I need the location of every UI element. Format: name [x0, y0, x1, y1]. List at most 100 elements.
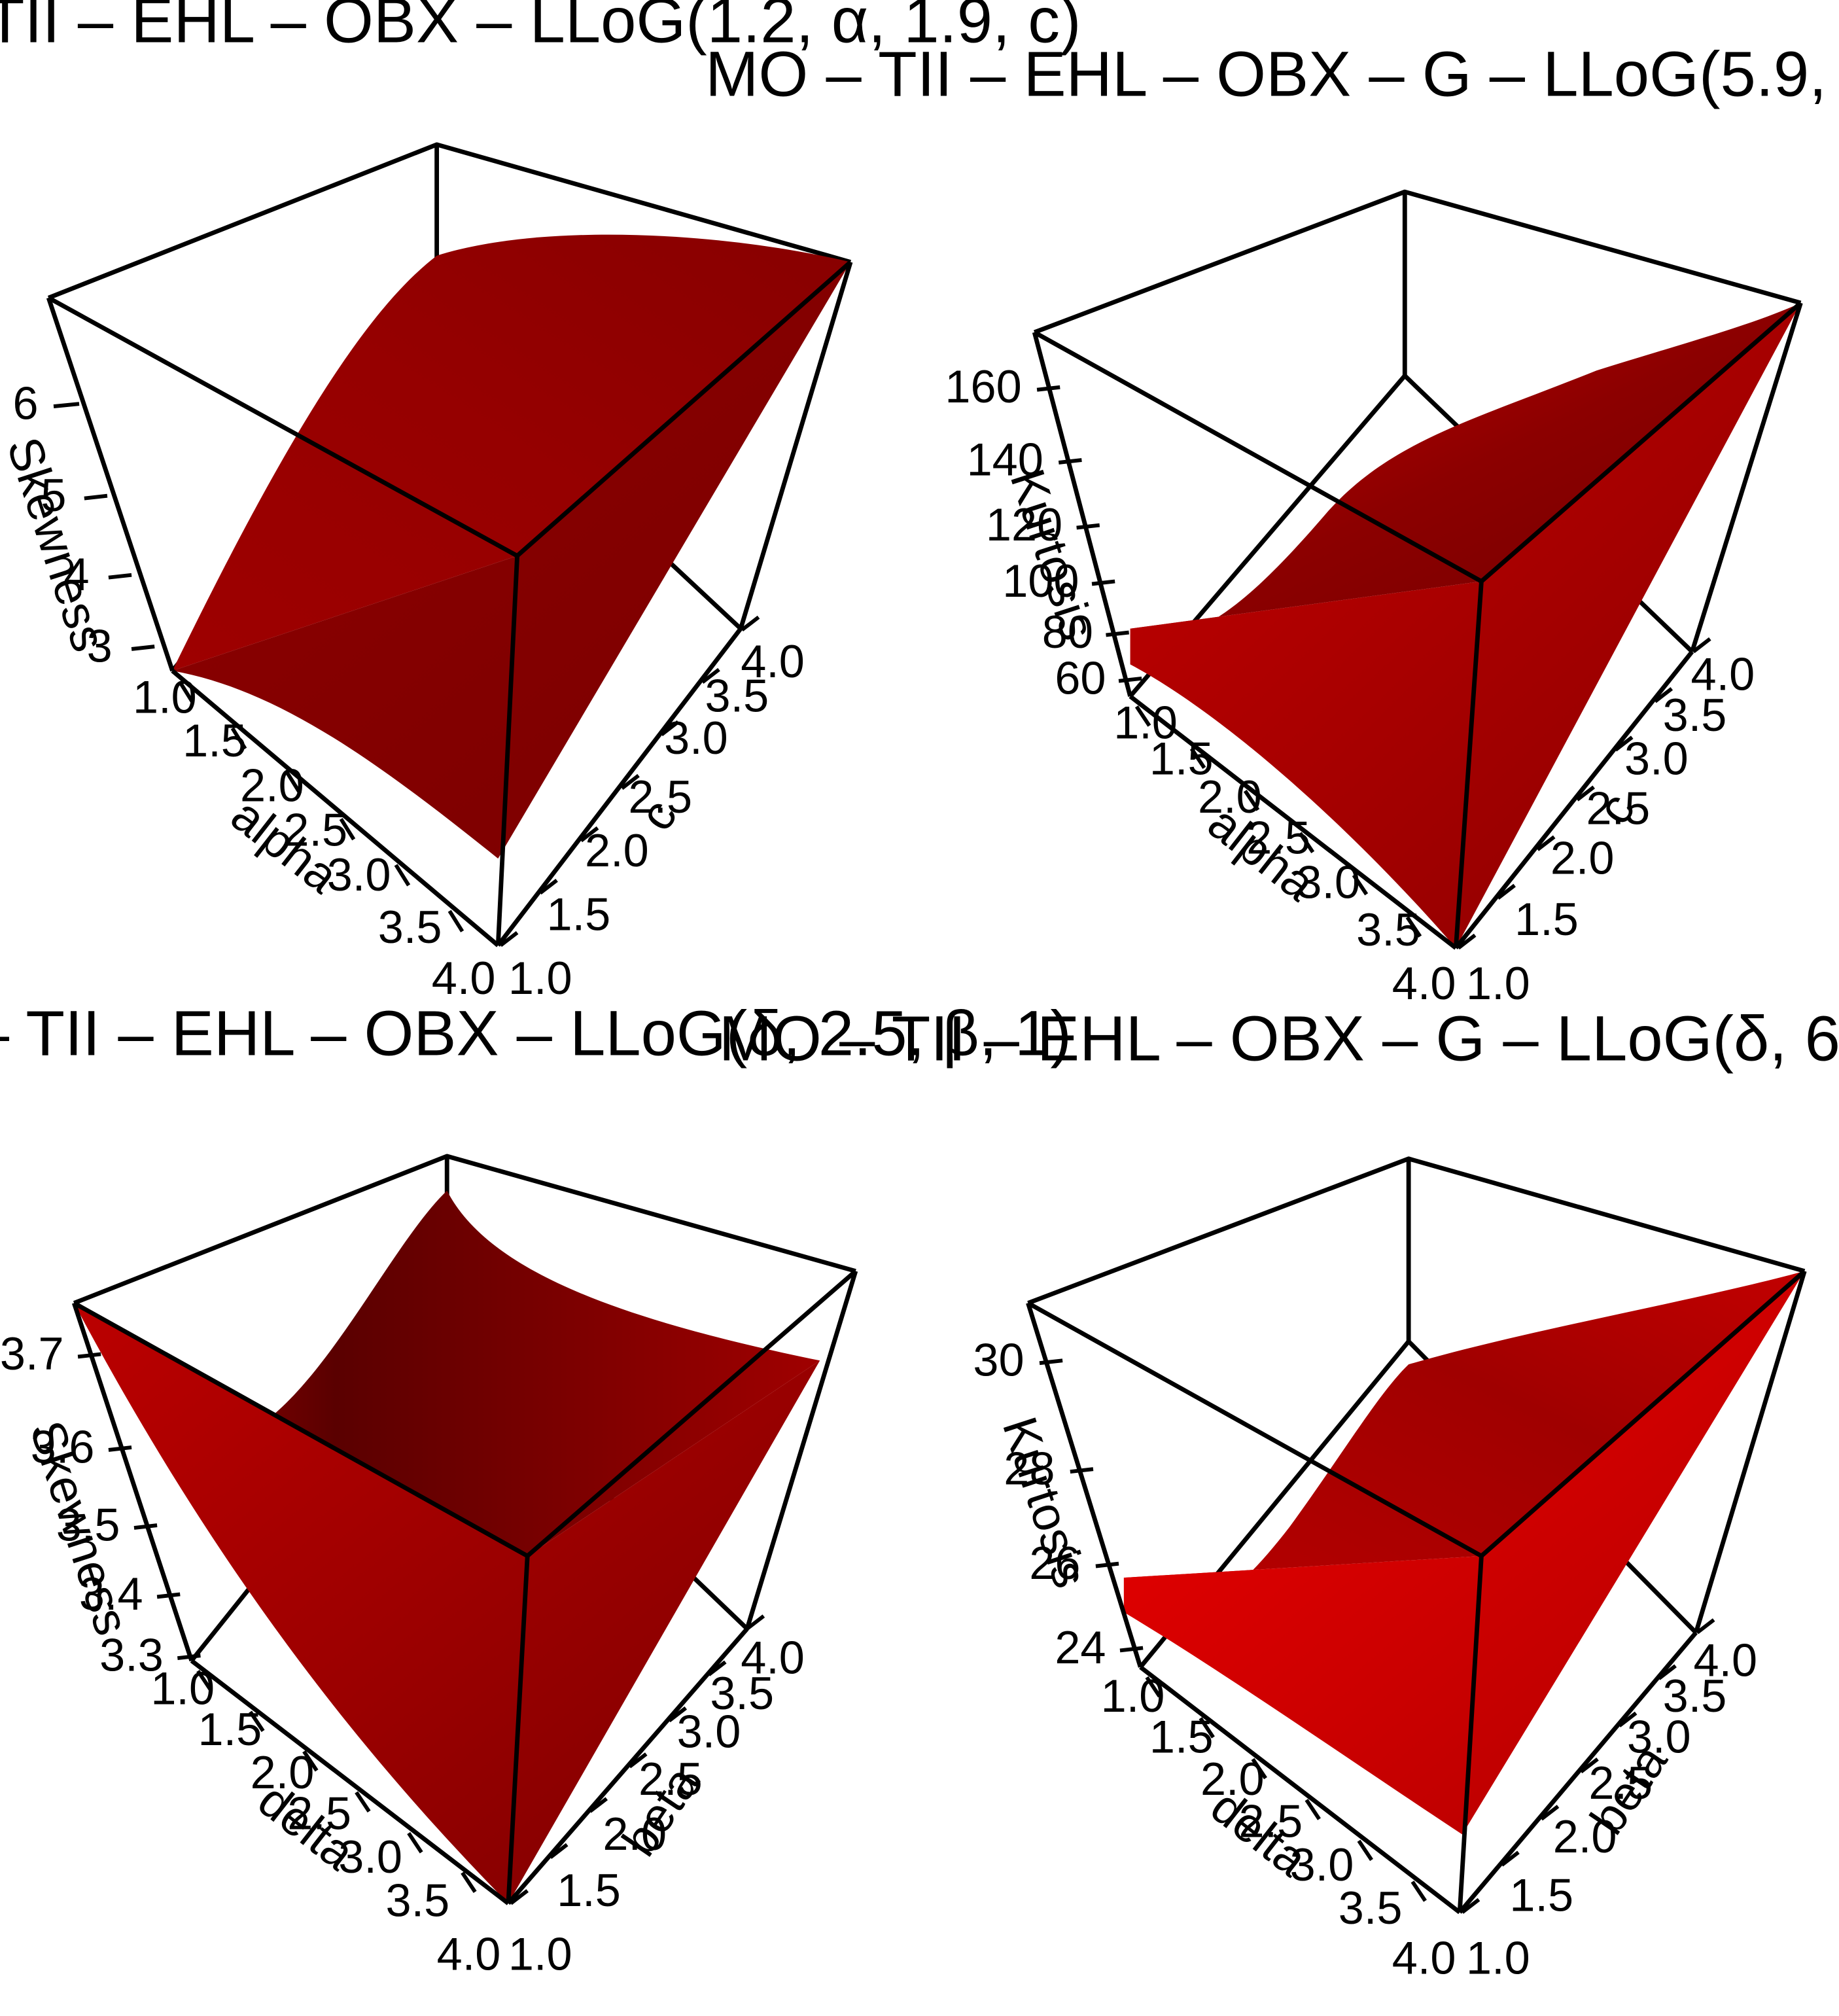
panel-1-z-label: Skewness [0, 431, 116, 658]
panel-1-y-tick: 3.0 [664, 712, 728, 764]
panel-1-y-tick: 3.5 [705, 670, 769, 722]
panel-2-y-axis: 1.0 1.5 2.0 2.5 3.0 3.5 4.0 c [1457, 637, 1755, 1009]
panel-4-y-tick: 3.0 [1627, 1711, 1691, 1763]
panel-4-x-tick: 3.0 [1290, 1839, 1354, 1890]
panel-3-z-tick: 3.3 [99, 1629, 164, 1681]
panel-3-y-axis: 1.0 1.5 2.0 2.5 3.0 3.5 4.0 beta [508, 1614, 805, 1979]
panel-4-y-tick: 2.0 [1553, 1811, 1617, 1862]
panel-2-x-tick: 3.0 [1296, 857, 1360, 908]
panel-1-z-tick: 5 [41, 469, 66, 521]
panel-4-y-tick: 2.5 [1588, 1757, 1653, 1809]
panel-2-y-tick: 3.0 [1624, 732, 1689, 784]
panel-4-y-axis: 1.0 1.5 2.0 2.5 3.0 3.5 4.0 beta [1461, 1618, 1757, 1983]
panel-2-surface-front [1130, 302, 1801, 948]
panel-2-y-tick: 3.5 [1663, 689, 1727, 741]
panel-4-y-tick: 1.5 [1509, 1869, 1573, 1921]
panel-3-z-tick: 3.4 [79, 1568, 143, 1619]
panel-2-z-tick: 140 [967, 433, 1043, 485]
panel-4: MO – TII – EHL – OBX – G – LLoG(δ, 6.5, … [719, 1003, 1839, 1984]
panel-1-x-tick: 1.0 [133, 671, 197, 723]
panel-1-y-tick: 2.0 [585, 824, 649, 876]
panel-4-z-tick: 30 [973, 1334, 1024, 1386]
panel-1-z-tick: 6 [12, 378, 38, 429]
panel-2-y-tick: 4.0 [1691, 648, 1755, 699]
panel-3-surface-front [74, 1303, 820, 1903]
panel-2-x-tick: 2.0 [1198, 771, 1262, 822]
panel-4-x-tick: 3.5 [1339, 1882, 1403, 1934]
panel-2-y-tick: 2.5 [1586, 782, 1650, 834]
panel-4-x-axis: 1.0 1.5 2.0 2.5 3.0 3.5 4.0 delta [1101, 1670, 1456, 1983]
panel-1-y-tick: 4.0 [741, 635, 805, 687]
panel-1-surface [172, 234, 851, 671]
panel-4-x-tick: 1.5 [1149, 1711, 1214, 1763]
panel-3-x-tick: 4.0 [437, 1928, 501, 1979]
panel-4-x-tick: 1.0 [1101, 1670, 1165, 1722]
panel-1-x-tick: 4.0 [432, 952, 496, 1004]
panel-4-y-tick: 3.5 [1663, 1670, 1727, 1722]
panel-3-title: MO – TII – EHL – OBX – LLoG(δ, 2.5, β, 1… [0, 998, 1072, 1069]
panel-3-x-tick: 1.5 [198, 1703, 262, 1755]
panel-3-x-tick: 1.0 [150, 1662, 215, 1714]
panel-3-x-tick: 2.5 [287, 1788, 351, 1839]
panel-1-x-tick: 3.5 [378, 901, 442, 953]
panel-1-x-tick: 2.0 [240, 759, 304, 811]
panel-3-y-tick: 1.5 [557, 1864, 621, 1916]
panel-4-y-tick: 4.0 [1693, 1634, 1757, 1686]
panel-3-z-tick: 3.5 [56, 1499, 120, 1551]
panel-4-z-label: Kurtosis [992, 1411, 1098, 1594]
panel-2-z-tick: 120 [986, 499, 1062, 550]
panel-4-z-tick: 26 [1029, 1537, 1080, 1589]
panel-4-z-tick: 28 [1004, 1443, 1055, 1494]
panel-4-surface-front [1123, 1271, 1805, 1835]
panel-2-z-tick: 100 [1002, 555, 1079, 607]
panel-2-x-tick: 1.5 [1149, 732, 1214, 784]
panel-2-y-tick: 2.0 [1550, 832, 1615, 884]
panel-3-y-tick: 4.0 [741, 1632, 805, 1684]
panel-3-x-tick: 3.5 [386, 1874, 450, 1926]
panel-4-surface [1123, 1271, 1805, 1612]
panel-3-y-tick: 2.0 [603, 1808, 667, 1860]
panel-2-z-axis: 160 140 120 100 80 60 Kurtosis [945, 361, 1142, 703]
panel-3-y-tick: 1.0 [508, 1928, 572, 1979]
panel-3-x-tick: 3.0 [338, 1831, 402, 1883]
panel-2-x-tick: 3.5 [1356, 904, 1420, 955]
panel-1-title: MO – TII – EHL – OBX – LLoG(1.2, α, 1.9,… [0, 0, 1081, 56]
panel-2-z-tick: 160 [945, 361, 1021, 412]
panel-4-x-tick: 2.5 [1239, 1795, 1303, 1847]
panel-2-title: MO – TII – EHL – OBX – G – LLoG(5.9, α, … [705, 39, 1839, 110]
panel-4-z-tick: 24 [1055, 1621, 1106, 1673]
panel-3-x-tick: 2.0 [251, 1746, 315, 1798]
panel-4-x-tick: 2.0 [1200, 1753, 1265, 1805]
panel-4-y-tick: 1.0 [1466, 1932, 1530, 1983]
panel-2-y-tick: 1.5 [1515, 893, 1579, 945]
panel-3-z-tick: 3.7 [0, 1328, 64, 1379]
panel-1-y-tick: 2.5 [628, 771, 692, 822]
panel-2-y-tick: 1.0 [1466, 957, 1530, 1009]
panel-1-surface-front [172, 262, 851, 859]
panel-2-x-tick: 4.0 [1392, 957, 1456, 1009]
panel-2-z-tick: 80 [1042, 606, 1093, 658]
panel-4-x-tick: 4.0 [1392, 1932, 1456, 1983]
panel-3: MO – TII – EHL – OBX – LLoG(δ, 2.5, β, 1… [0, 998, 1072, 1980]
panel-3-y-tick: 2.5 [639, 1753, 703, 1805]
panel-3-z-tick: 3.6 [31, 1421, 95, 1472]
panel-4-z-axis: 30 28 26 24 Kurtosis [973, 1334, 1144, 1673]
panel-2: MO – TII – EHL – OBX – G – LLoG(5.9, α, … [705, 39, 1839, 1009]
panel-1-z-tick: 4 [64, 548, 90, 600]
panel-3-box-front [71, 1269, 858, 1905]
panel-3-y-tick: 3.5 [710, 1667, 774, 1719]
panel-1-x-tick: 3.0 [327, 849, 391, 900]
panel-1-y-axis: 1.0 1.5 2.0 2.5 3.0 3.5 4.0 c [499, 615, 805, 1004]
panel-2-x-tick: 1.0 [1113, 697, 1178, 749]
panel-3-y-tick: 3.0 [677, 1706, 741, 1758]
panel-1-y-tick: 1.5 [546, 888, 610, 940]
panel-1-x-tick: 1.5 [183, 715, 247, 766]
panel-1-box-front [46, 260, 853, 947]
panel-1-z-axis: 6 5 4 3 Skewness [0, 378, 155, 671]
panel-2-surface [1130, 302, 1801, 637]
panel-1-x-tick: 2.5 [283, 804, 347, 856]
panel-4-title: MO – TII – EHL – OBX – G – LLoG(δ, 6.5, … [719, 1003, 1839, 1074]
panel-1: MO – TII – EHL – OBX – LLoG(1.2, α, 1.9,… [0, 0, 1081, 1004]
panel-2-z-tick: 60 [1055, 652, 1106, 703]
